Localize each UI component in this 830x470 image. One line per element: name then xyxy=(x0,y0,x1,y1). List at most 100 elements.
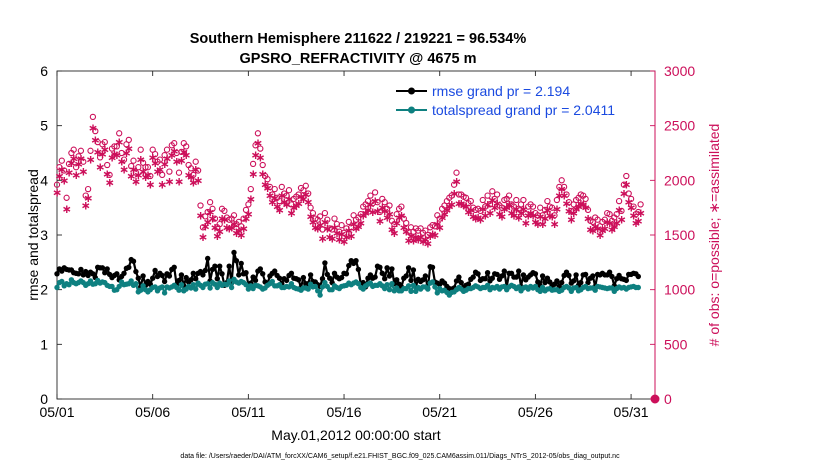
rmse-point xyxy=(484,270,491,276)
rmse-point xyxy=(202,267,208,274)
obs-assimilated-point: ∗ xyxy=(289,201,299,215)
rmse-point xyxy=(355,266,362,273)
obs-assimilated-point: ∗ xyxy=(573,200,583,214)
obs-assimilated-point: ∗ xyxy=(308,215,318,229)
obs-assimilated-point: ∗ xyxy=(418,235,428,249)
obs-possible-point xyxy=(61,167,68,174)
rmse-point xyxy=(456,274,462,280)
obs-possible-point xyxy=(345,218,352,226)
legend-marker-rmse xyxy=(408,87,415,95)
obs-assimilated-point: ∗ xyxy=(353,219,363,233)
obs-assimilated-point: ∗ xyxy=(191,162,201,176)
obs-assimilated-point: ∗ xyxy=(195,208,205,222)
obs-possible-point xyxy=(77,147,85,154)
obs-assimilated-point: ∗ xyxy=(207,212,217,226)
obs-possible-point xyxy=(211,215,219,222)
totalspread-point xyxy=(193,286,199,292)
obs-assimilated-point: ∗ xyxy=(521,216,531,230)
obs-assimilated-point: ∗ xyxy=(593,221,603,235)
obs-possible-point xyxy=(331,215,338,222)
obs-assimilated-point: ∗ xyxy=(241,212,251,226)
obs-assimilated-point: ∗ xyxy=(119,162,129,176)
obs-possible-point xyxy=(252,142,259,149)
obs-assimilated-point: ∗ xyxy=(561,196,571,210)
rmse-point xyxy=(489,275,495,281)
totalspread-point xyxy=(484,282,491,288)
y-left-tick-label: 3 xyxy=(40,227,48,243)
obs-assimilated-point: ∗ xyxy=(612,216,622,230)
obs-possible-point xyxy=(520,196,527,204)
totalspread-point xyxy=(133,281,139,287)
obs-assimilated-point: ∗ xyxy=(282,197,292,211)
obs-assimilated-point: ∗ xyxy=(315,218,325,232)
rmse-point xyxy=(83,268,89,275)
obs-possible-point xyxy=(53,181,61,188)
totalspread-point xyxy=(205,281,211,287)
obs-assimilated-point: ∗ xyxy=(95,160,105,174)
totalspread-point xyxy=(305,286,311,292)
obs-assimilated-point: ∗ xyxy=(274,203,284,217)
rmse-point xyxy=(288,270,295,276)
obs-assimilated-point: ∗ xyxy=(432,217,442,231)
obs-possible-point xyxy=(505,192,513,199)
rmse-point xyxy=(465,281,472,287)
obs-assimilated-point: ∗ xyxy=(416,230,426,244)
obs-assimilated-point: ∗ xyxy=(150,156,160,170)
rmse-point xyxy=(475,271,481,277)
obs-possible-point xyxy=(513,196,520,204)
obs-assimilated-point: ∗ xyxy=(624,195,634,209)
obs-possible-point xyxy=(328,226,336,233)
y-right-tick-label: 500 xyxy=(664,336,688,352)
obs-assimilated-point: ∗ xyxy=(334,232,344,246)
obs-possible-point xyxy=(553,196,561,204)
obs-possible-point xyxy=(321,209,329,217)
obs-assimilated-point: ∗ xyxy=(71,168,81,182)
obs-possible-point xyxy=(584,206,592,214)
totalspread-point xyxy=(408,288,414,294)
rmse-point xyxy=(408,277,414,284)
totalspread-point xyxy=(66,282,72,288)
obs-assimilated-point: ∗ xyxy=(375,214,385,228)
obs-possible-point xyxy=(75,153,82,160)
obs-possible-point xyxy=(307,204,314,211)
obs-possible-point xyxy=(89,113,97,121)
obs-assimilated-point: ∗ xyxy=(483,197,493,211)
obs-assimilated-point: ∗ xyxy=(380,204,390,218)
obs-assimilated-point: ∗ xyxy=(456,196,466,210)
rmse-point xyxy=(260,271,266,277)
obs-possible-point xyxy=(560,183,568,191)
obs-possible-point xyxy=(183,143,190,150)
rmse-point xyxy=(236,272,242,278)
obs-assimilated-point: ∗ xyxy=(83,191,93,205)
obs-possible-point xyxy=(386,202,393,209)
obs-possible-point xyxy=(159,171,166,179)
obs-assimilated-point: ∗ xyxy=(78,165,88,179)
rmse-point xyxy=(635,273,641,280)
obs-possible-point xyxy=(135,164,142,171)
obs-possible-point xyxy=(104,161,111,169)
obs-possible-point xyxy=(116,130,123,137)
obs-possible-point xyxy=(204,208,211,216)
obs-possible-point xyxy=(551,212,558,219)
obs-possible-point xyxy=(348,224,355,231)
obs-assimilated-point: ∗ xyxy=(279,195,289,209)
obs-assimilated-point: ∗ xyxy=(169,144,179,158)
obs-assimilated-point: ∗ xyxy=(437,211,447,225)
obs-assimilated-point: ∗ xyxy=(145,178,155,192)
obs-assimilated-point: ∗ xyxy=(552,202,562,216)
rmse-point xyxy=(166,273,173,279)
obs-assimilated-point: ∗ xyxy=(430,228,440,242)
rmse-point xyxy=(205,255,211,262)
obs-assimilated-point: ∗ xyxy=(172,155,182,169)
totalspread-point xyxy=(152,284,158,290)
rmse-point xyxy=(219,271,225,277)
obs-assimilated-point: ∗ xyxy=(605,216,615,230)
rmse-point xyxy=(377,264,383,270)
obs-assimilated-point: ∗ xyxy=(57,162,67,176)
obs-possible-point xyxy=(56,164,63,171)
rmse-point xyxy=(403,273,409,279)
rmse-point xyxy=(231,249,237,256)
obs-possible-point xyxy=(209,205,216,212)
obs-possible-point xyxy=(436,215,443,222)
obs-assimilated-point: ∗ xyxy=(337,227,347,241)
